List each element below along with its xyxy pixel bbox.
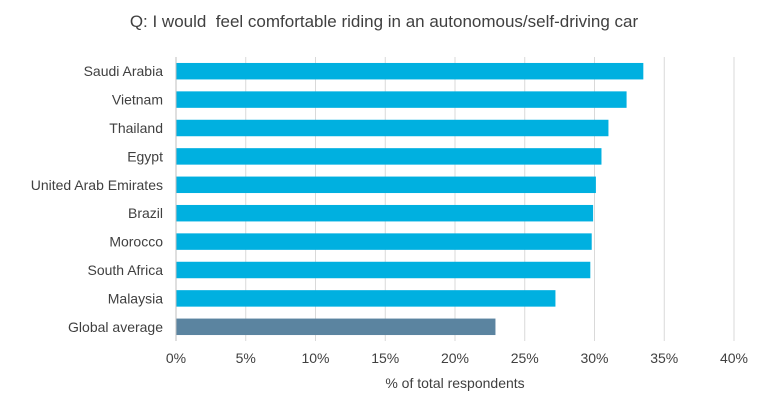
category-label: Vietnam xyxy=(112,92,163,108)
bar xyxy=(176,204,594,222)
x-tick-label: 20% xyxy=(441,350,469,366)
bar xyxy=(176,318,496,336)
bar xyxy=(176,176,596,194)
category-label: Global average xyxy=(68,319,163,335)
chart-title: Q: I would feel comfortable riding in an… xyxy=(129,12,639,31)
x-tick-label: 15% xyxy=(371,350,399,366)
x-tick-label: 35% xyxy=(650,350,678,366)
bar xyxy=(176,91,627,108)
bar xyxy=(176,290,556,307)
x-axis-title: % of total respondents xyxy=(385,375,524,391)
bar xyxy=(176,119,609,137)
bar xyxy=(176,233,592,250)
category-label: Thailand xyxy=(109,120,163,136)
category-label: Brazil xyxy=(128,205,163,221)
bars xyxy=(176,62,644,336)
bar xyxy=(176,261,591,279)
x-tick-label: 10% xyxy=(301,350,329,366)
x-tick-label: 5% xyxy=(236,350,256,366)
x-tick-label: 30% xyxy=(580,350,608,366)
category-label: Malaysia xyxy=(108,290,163,306)
bar xyxy=(176,62,644,80)
category-label: South Africa xyxy=(88,262,164,278)
x-tick-label: 0% xyxy=(166,350,186,366)
category-label: United Arab Emirates xyxy=(31,177,163,193)
category-label: Egypt xyxy=(127,148,163,164)
category-label: Morocco xyxy=(109,234,163,250)
x-tick-label: 40% xyxy=(720,350,748,366)
x-tick-label: 25% xyxy=(511,350,539,366)
bar xyxy=(176,148,602,165)
category-label: Saudi Arabia xyxy=(84,63,164,79)
labels: 0% 5% 10% 15% 20% 25% 30% 35% 40% Saudi Arabia Vie… xyxy=(31,63,748,366)
